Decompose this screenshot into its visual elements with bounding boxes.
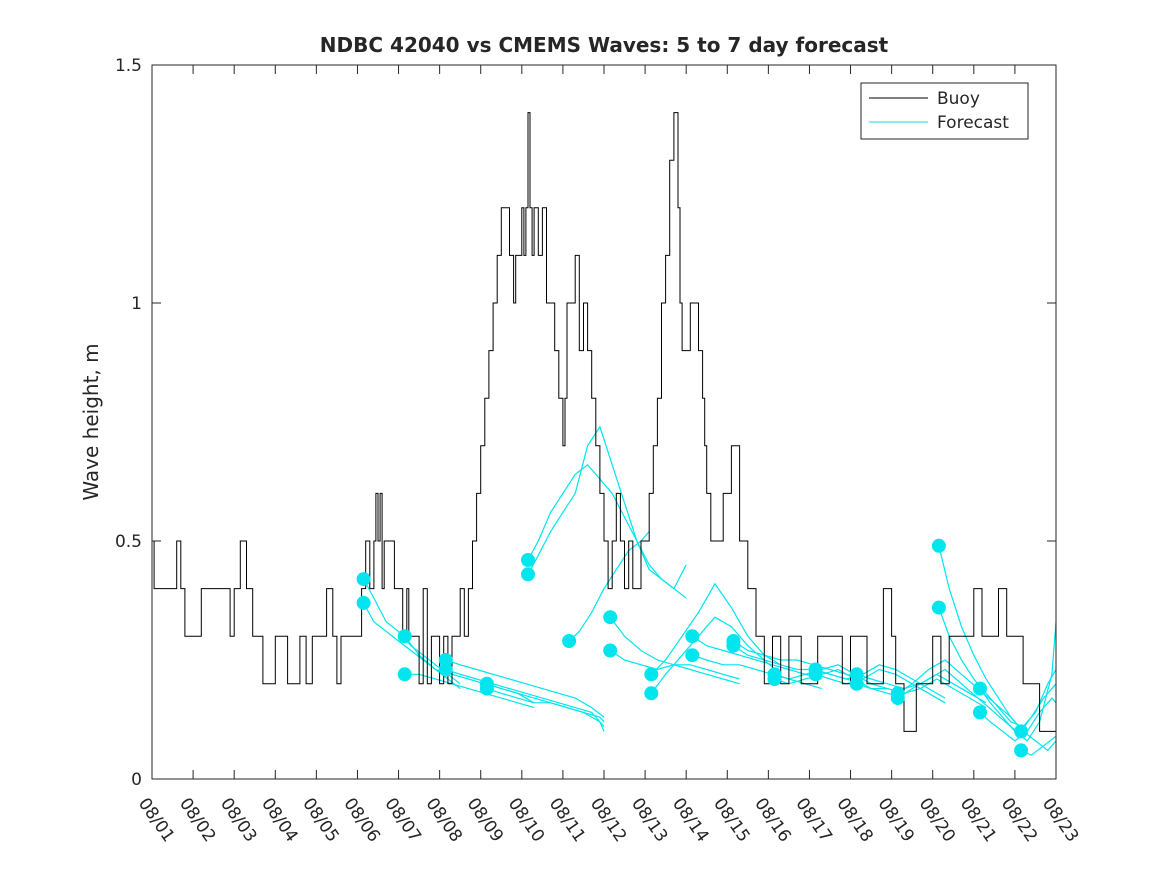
forecast-line-3: [404, 673, 535, 709]
x-tick-label-10: 08/11: [545, 794, 589, 846]
forecast-marker-20: [767, 672, 782, 686]
forecast-marker-31: [1014, 724, 1029, 739]
y-tick-label-1: 0.5: [115, 532, 142, 552]
forecast-marker-1: [356, 595, 371, 610]
buoy-line-group: [152, 112, 1057, 732]
x-tick-label-21: 08/22: [997, 794, 1041, 846]
forecast-line-7: [486, 688, 605, 723]
x-tick-label-11: 08/12: [586, 794, 630, 846]
x-tick-label-18: 08/19: [874, 794, 918, 846]
x-tick-label-1: 08/02: [175, 794, 219, 846]
forecast-marker-12: [603, 643, 618, 658]
x-tick-label-15: 08/16: [750, 794, 794, 846]
legend-label-buoy: Buoy: [937, 89, 980, 109]
x-tick-label-17: 08/18: [832, 794, 876, 846]
y-tick-label-0: 0: [131, 770, 142, 790]
forecast-marker-22: [808, 667, 823, 682]
forecast-marker-0: [356, 572, 371, 587]
forecast-marker-26: [890, 691, 905, 706]
legend-box: [860, 82, 1029, 140]
forecast-marker-3: [397, 667, 412, 682]
forecast-marker-13: [644, 667, 659, 682]
legend-label-forecast: Forecast: [937, 113, 1009, 133]
forecast-marker-7: [479, 681, 494, 696]
forecast-marker-10: [562, 634, 577, 648]
x-tick-label-2: 08/03: [216, 794, 260, 846]
forecast-line-24: [856, 678, 987, 709]
forecast-marker-18: [726, 638, 741, 653]
y-axis: 0 0.5 1 1.5: [115, 56, 1056, 790]
forecast-line-17: [733, 640, 864, 680]
forecast-marker-28: [931, 600, 946, 615]
x-tick-label-5: 08/06: [339, 794, 383, 846]
forecast-line-27: [938, 545, 1057, 752]
buoy-line: [152, 112, 1057, 732]
x-tick-label-19: 08/20: [915, 794, 959, 846]
forecast-marker-2: [397, 629, 412, 644]
forecast-marker-27: [931, 538, 946, 553]
forecast-line-10: [568, 531, 650, 642]
x-tick-label-14: 08/15: [709, 794, 753, 846]
x-tick-label-7: 08/08: [422, 794, 466, 846]
forecast-line-16: [692, 654, 822, 690]
forecast-line-15: [691, 635, 822, 680]
forecast-marker-14: [644, 686, 659, 701]
x-tick-label-12: 08/13: [627, 794, 671, 846]
forecast-marker-5: [438, 662, 453, 677]
forecast-line-26: [897, 668, 1024, 737]
forecast-lines: [363, 425, 1057, 756]
forecast-line-19: [774, 664, 905, 694]
forecast-markers: [356, 538, 1029, 758]
forecast-marker-32: [1014, 743, 1029, 758]
x-tick-label-8: 08/09: [463, 794, 507, 846]
x-tick-label-20: 08/21: [956, 794, 1000, 846]
forecast-line-9: [527, 425, 687, 599]
forecast-marker-11: [603, 610, 618, 625]
forecast-line-21: [815, 664, 946, 699]
forecast-marker-29: [973, 681, 987, 696]
forecast-line-13: [650, 582, 782, 675]
x-tick-label-0: 08/01: [134, 794, 178, 846]
chart-title: NDBC 42040 vs CMEMS Waves: 5 to 7 day fo…: [320, 33, 889, 57]
x-tick-label-3: 08/04: [257, 794, 301, 846]
forecast-marker-9: [521, 567, 535, 582]
y-axis-label: Wave height, m: [79, 343, 103, 500]
x-tick-label-6: 08/07: [380, 794, 424, 846]
forecast-marker-15: [685, 629, 700, 644]
forecast-line-4: [445, 659, 605, 718]
plot-area: [152, 65, 1056, 779]
forecast-marker-8: [521, 553, 535, 567]
y-tick-label-2: 1: [131, 294, 142, 314]
forecast-marker-16: [685, 648, 700, 663]
forecast-line-14: [650, 616, 782, 694]
x-tick-label-9: 08/10: [504, 794, 548, 846]
x-tick-label-4: 08/05: [298, 794, 342, 846]
forecast-line-25: [897, 659, 1024, 732]
x-tick-label-13: 08/14: [668, 794, 712, 846]
forecast-line-5: [445, 668, 605, 727]
forecast-marker-24: [849, 676, 864, 691]
forecast-line-20: [774, 668, 905, 699]
legend: Buoy Forecast: [860, 82, 1029, 140]
x-tick-label-16: 08/17: [791, 794, 835, 846]
forecast-line-31: [1020, 683, 1057, 732]
forecast-line-22: [815, 668, 946, 704]
x-tick-label-22: 08/23: [1038, 794, 1082, 846]
y-tick-label-3: 1.5: [115, 56, 142, 76]
forecast-marker-30: [973, 705, 987, 720]
